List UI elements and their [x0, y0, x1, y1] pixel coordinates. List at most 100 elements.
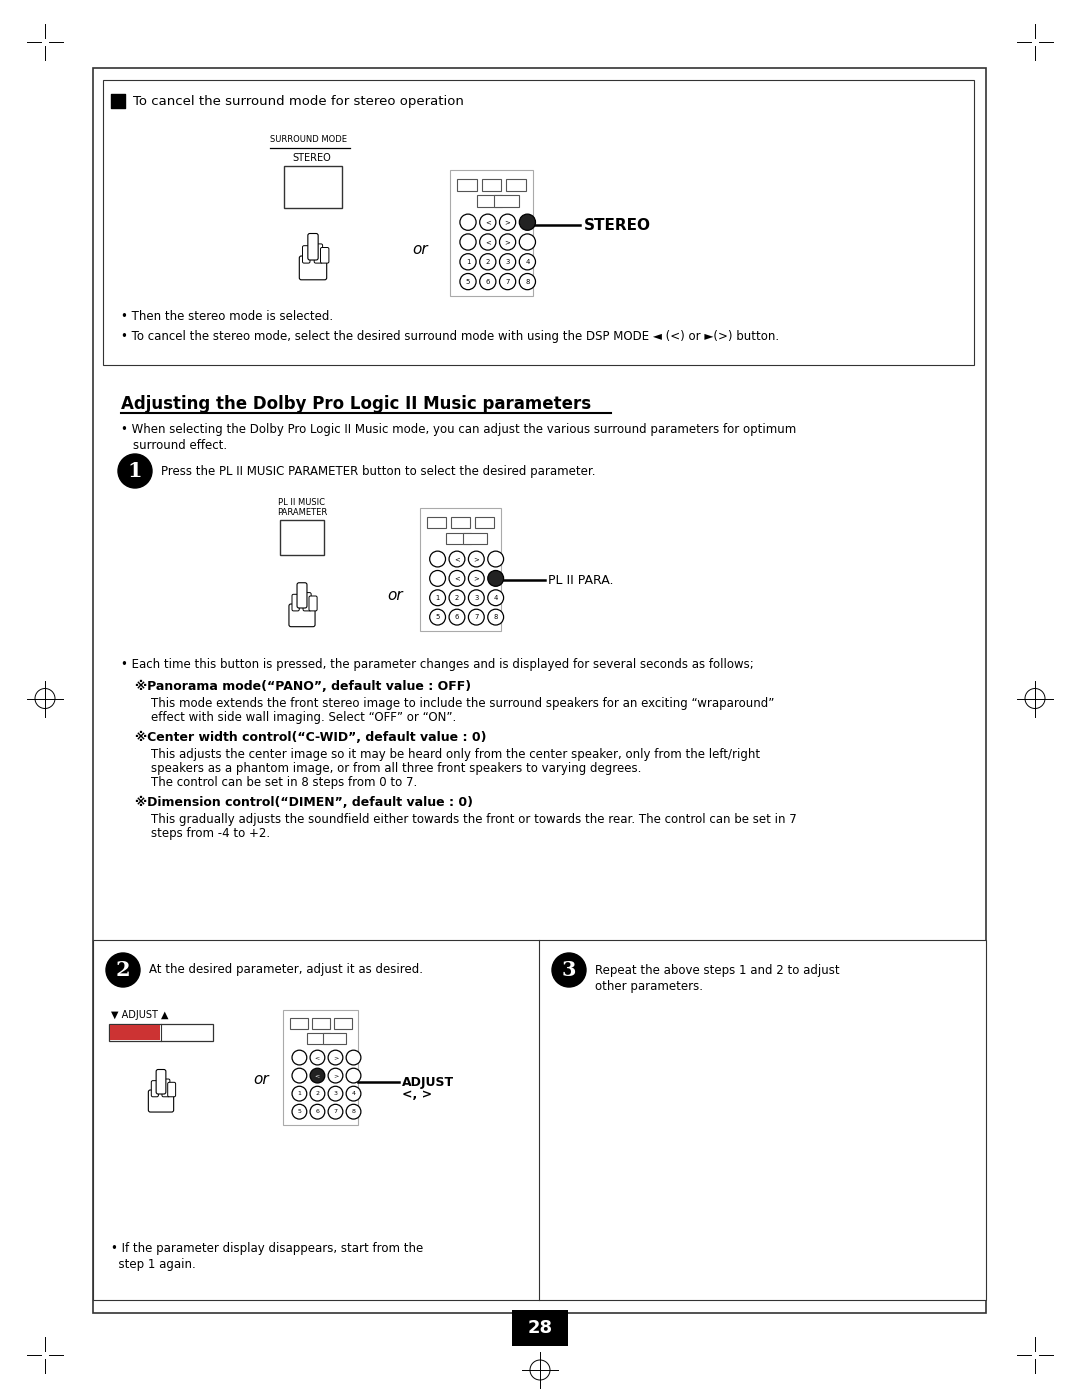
Circle shape	[488, 590, 503, 606]
Bar	[283, 1010, 359, 1125]
Circle shape	[519, 274, 536, 289]
FancyBboxPatch shape	[157, 1070, 166, 1094]
Text: or: or	[388, 588, 403, 604]
Text: STEREO: STEREO	[584, 218, 651, 232]
Circle shape	[460, 254, 476, 270]
FancyBboxPatch shape	[303, 592, 311, 610]
Text: 4: 4	[494, 595, 498, 601]
Text: 2: 2	[486, 258, 490, 265]
Text: <: <	[314, 1055, 320, 1060]
Text: ※Dimension control(“DIMEN”, default value : 0): ※Dimension control(“DIMEN”, default valu…	[135, 796, 473, 809]
Text: To cancel the surround mode for stereo operation: To cancel the surround mode for stereo o…	[133, 95, 464, 108]
Bar	[280, 520, 324, 555]
Text: This gradually adjusts the soundfield either towards the front or towards the re: This gradually adjusts the soundfield ei…	[151, 813, 797, 826]
Circle shape	[519, 254, 536, 270]
Text: 8: 8	[352, 1109, 355, 1115]
Text: 8: 8	[525, 278, 529, 285]
Text: >: >	[504, 219, 511, 225]
Circle shape	[480, 254, 496, 270]
Circle shape	[480, 274, 496, 289]
FancyBboxPatch shape	[309, 597, 318, 610]
Text: 2: 2	[455, 595, 459, 601]
Bar	[450, 170, 532, 296]
Text: 5: 5	[465, 278, 470, 285]
Text: >: >	[333, 1055, 338, 1060]
Text: <: <	[454, 576, 460, 581]
Text: 1: 1	[465, 258, 470, 265]
FancyBboxPatch shape	[302, 246, 310, 263]
Text: <: <	[485, 239, 490, 244]
Bar	[93, 940, 986, 1301]
Text: ※Center width control(“C-WID”, default value : 0): ※Center width control(“C-WID”, default v…	[135, 731, 486, 745]
Circle shape	[310, 1087, 325, 1101]
Text: 1: 1	[127, 461, 143, 481]
Text: ADJUST: ADJUST	[402, 1076, 454, 1090]
Text: 6: 6	[486, 278, 490, 285]
Circle shape	[292, 1069, 307, 1083]
Circle shape	[552, 953, 586, 988]
Text: This adjusts the center image so it may be heard only from the center speaker, o: This adjusts the center image so it may …	[151, 747, 760, 761]
Circle shape	[449, 590, 464, 606]
FancyBboxPatch shape	[167, 1083, 176, 1097]
Bar	[427, 517, 446, 528]
FancyBboxPatch shape	[321, 247, 329, 263]
Text: The control can be set in 8 steps from 0 to 7.: The control can be set in 8 steps from 0…	[151, 775, 417, 789]
Circle shape	[460, 233, 476, 250]
Circle shape	[449, 570, 464, 587]
Text: surround effect.: surround effect.	[133, 439, 227, 453]
Text: 1: 1	[435, 595, 440, 601]
Text: • If the parameter display disappears, start from the: • If the parameter display disappears, s…	[111, 1242, 423, 1255]
FancyBboxPatch shape	[314, 244, 323, 263]
Bar	[446, 532, 471, 543]
Text: PL II MUSIC: PL II MUSIC	[279, 497, 325, 507]
Bar	[323, 1032, 346, 1044]
Text: 4: 4	[351, 1091, 355, 1097]
FancyBboxPatch shape	[289, 604, 315, 627]
Text: • Then the stereo mode is selected.: • Then the stereo mode is selected.	[121, 310, 333, 323]
Bar	[474, 517, 494, 528]
Circle shape	[519, 233, 536, 250]
Circle shape	[488, 552, 503, 567]
Text: or: or	[413, 243, 428, 257]
Text: • When selecting the Dolby Pro Logic II Music mode, you can adjust the various s: • When selecting the Dolby Pro Logic II …	[121, 423, 796, 436]
Circle shape	[292, 1087, 307, 1101]
Bar	[284, 166, 342, 208]
Bar	[462, 532, 487, 543]
Text: SURROUND MODE: SURROUND MODE	[270, 136, 347, 144]
FancyBboxPatch shape	[148, 1090, 174, 1112]
Circle shape	[460, 274, 476, 289]
Text: speakers as a phantom image, or from all three front speakers to varying degrees: speakers as a phantom image, or from all…	[151, 761, 642, 775]
Text: STEREO: STEREO	[293, 154, 332, 163]
Bar	[103, 80, 974, 365]
Text: 7: 7	[505, 278, 510, 285]
Circle shape	[430, 552, 446, 567]
Circle shape	[430, 590, 446, 606]
Circle shape	[469, 570, 484, 587]
Text: effect with side wall imaging. Select “OFF” or “ON”.: effect with side wall imaging. Select “O…	[151, 711, 456, 724]
FancyBboxPatch shape	[299, 256, 326, 279]
Text: 2: 2	[116, 960, 131, 981]
Text: 7: 7	[334, 1109, 337, 1115]
Text: other parameters.: other parameters.	[595, 981, 703, 993]
Circle shape	[346, 1104, 361, 1119]
Circle shape	[310, 1069, 325, 1083]
Text: or: or	[253, 1073, 269, 1087]
Text: 4: 4	[525, 258, 529, 265]
Circle shape	[469, 609, 484, 624]
Bar	[476, 196, 502, 207]
Text: 3: 3	[562, 960, 577, 981]
Text: >: >	[504, 239, 511, 244]
Text: Adjusting the Dolby Pro Logic II Music parameters: Adjusting the Dolby Pro Logic II Music p…	[121, 395, 591, 414]
Circle shape	[519, 214, 536, 231]
Text: 2: 2	[315, 1091, 320, 1097]
Text: 3: 3	[505, 258, 510, 265]
Text: This mode extends the front stereo image to include the surround speakers for an: This mode extends the front stereo image…	[151, 697, 774, 710]
Circle shape	[499, 254, 516, 270]
FancyBboxPatch shape	[162, 1078, 170, 1097]
Circle shape	[346, 1069, 361, 1083]
Bar	[457, 179, 477, 191]
FancyBboxPatch shape	[308, 233, 319, 260]
Text: 7: 7	[474, 615, 478, 620]
Text: >: >	[473, 556, 480, 562]
Circle shape	[449, 552, 464, 567]
